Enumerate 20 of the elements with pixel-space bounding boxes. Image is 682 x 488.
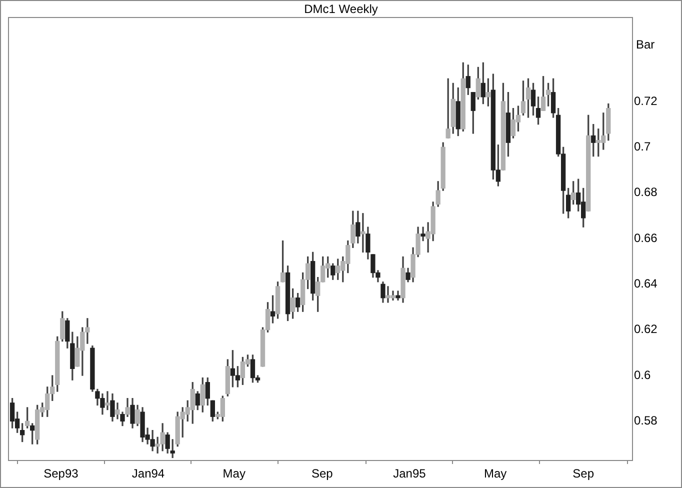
chart-title: DMc1 Weekly <box>304 2 378 16</box>
y-tick-label: 0.64 <box>634 276 658 290</box>
y-tick-label: 0.72 <box>634 94 658 108</box>
y-tick-label: 0.68 <box>634 185 658 200</box>
candlestick <box>396 290 400 300</box>
y-axis-title: Bar <box>636 37 655 52</box>
candlestick <box>105 391 110 410</box>
y-tick-label: 0.6 <box>634 368 652 382</box>
x-tick-label: Jan94 <box>132 466 165 481</box>
x-tick-label: Sep93 <box>44 466 79 481</box>
x-tick-label: Jan95 <box>393 466 426 481</box>
y-tick-label: 0.66 <box>634 230 658 245</box>
x-tick-label: May <box>484 466 507 481</box>
candlestick <box>420 226 426 242</box>
x-tick-label: May <box>222 466 246 481</box>
y-tick-label: 0.7 <box>634 139 652 154</box>
x-tick-label: Sep <box>311 466 334 481</box>
y-tick-label: 0.62 <box>634 322 658 336</box>
x-tick-label: Sep <box>572 466 594 481</box>
y-tick-label: 0.58 <box>634 413 658 428</box>
